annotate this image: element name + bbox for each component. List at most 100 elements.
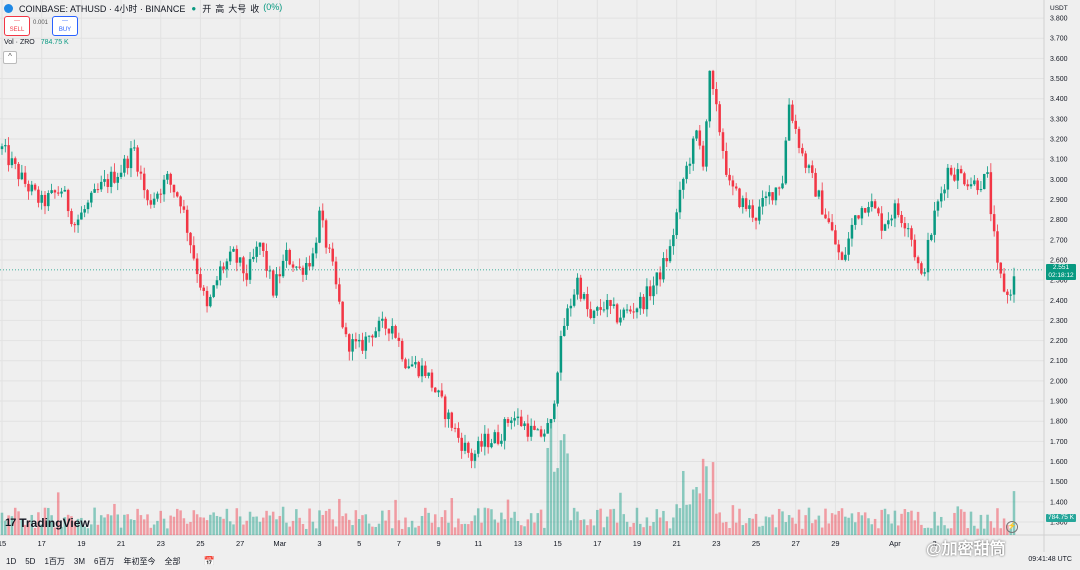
candle-body (625, 309, 629, 311)
candle-body (953, 174, 956, 181)
volume-bar (973, 525, 976, 535)
candle-body (295, 266, 298, 268)
y-tick-label: 1.400 (1050, 499, 1068, 506)
candle-body (526, 423, 530, 437)
candle-body (989, 172, 993, 215)
candle-body (824, 214, 827, 219)
candle-body (982, 173, 986, 190)
candle-body (830, 222, 834, 231)
sell-button[interactable]: --- SELL (4, 16, 30, 36)
candle-body (460, 437, 463, 451)
x-tick-label: 15 (0, 539, 6, 548)
volume-bar (467, 524, 470, 535)
volume-bar (956, 506, 960, 535)
range-button[interactable]: 1D (6, 556, 17, 566)
candle-body (80, 212, 83, 220)
candle-body (496, 432, 500, 444)
volume-bar (635, 507, 639, 535)
volume-bar (556, 468, 559, 535)
volume-bar (222, 518, 225, 535)
candle-body (242, 257, 245, 274)
candle-body (619, 317, 622, 323)
candle-body (76, 219, 80, 226)
candle-body (66, 189, 70, 212)
candle-body (443, 396, 447, 420)
volume-bar (791, 517, 794, 535)
goto-realtime-icon[interactable]: ⚡ (1006, 521, 1018, 533)
candle-body (635, 308, 639, 313)
volume-bar (811, 523, 814, 535)
volume-bar (1012, 491, 1016, 535)
volume-bar (162, 518, 166, 535)
volume-bar (536, 513, 540, 535)
candle-body (119, 172, 123, 177)
range-button[interactable]: 5D (25, 556, 36, 566)
volume-bar (7, 515, 10, 535)
collapse-legend-button[interactable]: ^ (3, 51, 17, 64)
volume-bar (642, 527, 645, 535)
candle-body (758, 206, 761, 221)
candle-body (394, 326, 397, 338)
volume-bar (248, 511, 252, 535)
volume-bar (288, 526, 291, 535)
volume-bar (268, 515, 272, 535)
candle-body (278, 274, 282, 277)
volume-bar (784, 522, 788, 535)
calendar-icon[interactable]: 📅 (203, 555, 215, 566)
candle-body (506, 419, 510, 423)
volume-bar (209, 514, 212, 535)
candle-body (453, 427, 457, 429)
volume-bar (728, 528, 731, 535)
candle-body (113, 171, 116, 183)
candle-body (615, 304, 619, 323)
volume-bar (83, 526, 86, 535)
candle-body (311, 253, 315, 267)
candle-body (969, 184, 973, 187)
candle-body (582, 293, 586, 299)
volume-bar (834, 514, 837, 535)
candle-body (645, 286, 649, 310)
volume-bar (774, 527, 778, 535)
volume-bar (414, 527, 417, 535)
volume-bar (93, 507, 96, 535)
candle-body (486, 433, 490, 448)
candle-body (463, 442, 467, 451)
candle-body (450, 412, 454, 428)
volume-bar (139, 515, 143, 535)
candle-body (652, 285, 655, 297)
range-button[interactable]: 3M (73, 556, 86, 566)
buy-button[interactable]: --- BUY (52, 16, 78, 36)
volume-bar (982, 528, 986, 535)
range-button[interactable]: 6百万 (94, 556, 115, 566)
candle-body (741, 198, 745, 208)
candle-body (754, 217, 758, 221)
volume-bar (255, 516, 258, 535)
candle-body (43, 194, 47, 207)
y-tick-label: 2.000 (1050, 378, 1068, 385)
volume-bar (374, 526, 377, 535)
range-button[interactable]: 年初至今 (123, 556, 156, 566)
volume-legend[interactable]: Vol · ZRO 784.75 K (4, 39, 69, 46)
x-tick-label: 29 (831, 539, 839, 548)
volume-bar (357, 519, 361, 535)
candle-body (156, 193, 159, 199)
tradingview-logo[interactable]: 17 TradingView (5, 516, 90, 530)
candle-body (291, 264, 295, 268)
range-button[interactable]: 全部 (164, 556, 181, 566)
volume-bar (648, 525, 652, 535)
candle-body (949, 167, 953, 175)
candle-body (470, 452, 473, 461)
sell-price: --- (14, 18, 20, 24)
range-button[interactable]: 1百万 (44, 556, 65, 566)
volume-bar (741, 525, 745, 535)
x-tick-label: 23 (157, 539, 165, 548)
symbol-title[interactable]: COINBASE: ATHUSD · 4小时 · BINANCE (19, 4, 186, 14)
volume-bar (840, 508, 844, 535)
volume-bar (913, 520, 917, 535)
volume-bar (305, 528, 308, 535)
y-tick-label: 3.300 (1050, 116, 1068, 123)
volume-bar (546, 447, 549, 535)
